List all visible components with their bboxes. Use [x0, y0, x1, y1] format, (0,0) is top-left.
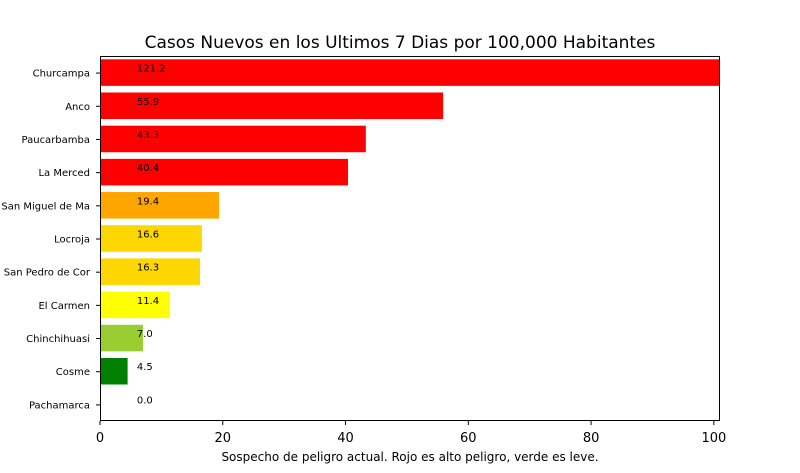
- bar-value-label: 55.9: [137, 97, 159, 108]
- bar-value-label: 43.3: [137, 130, 159, 141]
- bar: [100, 158, 348, 186]
- plot-frame: [100, 56, 720, 421]
- y-tick-label: San Pedro de Cor: [4, 268, 91, 279]
- chart-title: Casos Nuevos en los Ultimos 7 Dias por 1…: [145, 33, 656, 53]
- bar: [100, 92, 444, 120]
- bar-value-label: 7.0: [137, 329, 153, 340]
- bar-value-label: 4.5: [137, 362, 153, 373]
- x-tick-label: 100: [701, 431, 726, 446]
- bar-value-label: 11.4: [137, 296, 159, 307]
- y-tick-label: Anco: [65, 102, 90, 113]
- y-tick-label: Cosme: [56, 367, 90, 378]
- x-tick-label: 20: [214, 431, 231, 446]
- x-tick-label: 0: [96, 431, 104, 446]
- y-tick-label: Churcampa: [33, 69, 90, 80]
- bar: [100, 225, 202, 252]
- y-tick-label: Chinchihuasi: [26, 334, 90, 345]
- bar: [100, 59, 720, 86]
- x-tick-label: 80: [583, 431, 600, 446]
- bar: [100, 192, 220, 219]
- y-tick-label: Pachamarca: [29, 400, 90, 411]
- bar: [100, 125, 366, 153]
- bar: [100, 258, 201, 285]
- y-tick-label: El Carmen: [38, 301, 90, 312]
- bar-value-label: 121.2: [137, 64, 166, 75]
- x-tick-label: 60: [460, 431, 477, 446]
- bar-value-label: 19.4: [137, 196, 159, 207]
- bar-value-label: 40.4: [137, 163, 159, 174]
- y-tick-label: San Miguel de Ma: [1, 201, 90, 212]
- bar-value-label: 16.3: [137, 263, 159, 274]
- x-axis-label: Sospecho de peligro actual. Rojo es alto…: [221, 450, 598, 464]
- bar: [100, 357, 128, 385]
- bar: [100, 324, 143, 352]
- bar-value-label: 16.6: [137, 230, 159, 241]
- bar: [100, 291, 170, 319]
- x-tick-label: 40: [337, 431, 354, 446]
- y-tick-label: La Merced: [38, 168, 90, 179]
- y-tick-label: Paucarbamba: [22, 135, 90, 146]
- bar-value-label: 0.0: [137, 395, 153, 406]
- y-tick-label: Locroja: [54, 235, 90, 246]
